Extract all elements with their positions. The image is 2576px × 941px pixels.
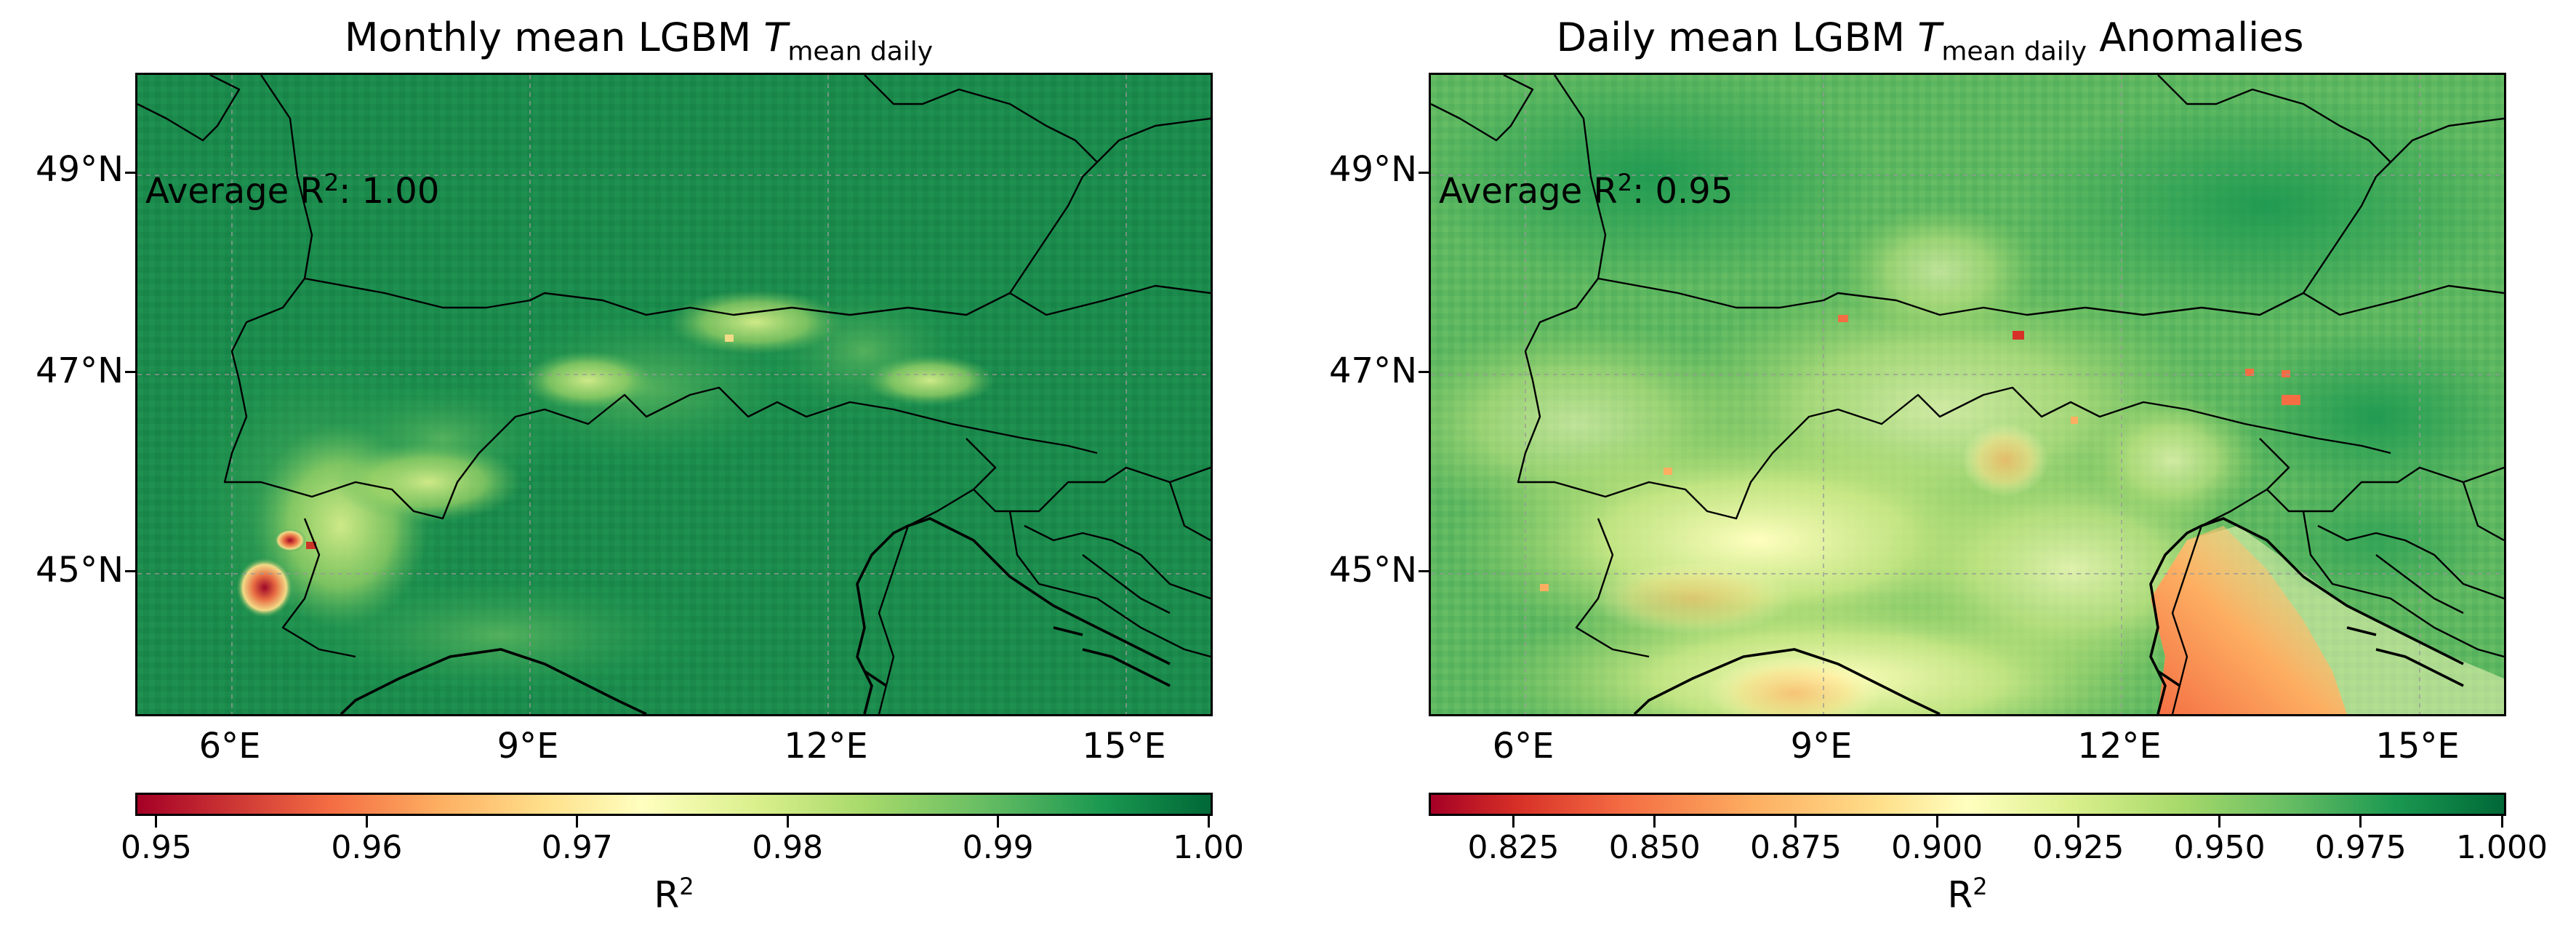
colorbar-tick-label: 0.850 xyxy=(1608,829,1701,866)
lat-tick-mark xyxy=(1419,172,1429,174)
colorbar-tick-mark xyxy=(2500,816,2503,828)
colorbar-tick-mark xyxy=(576,816,579,828)
colorbar-tick-label: 0.900 xyxy=(1891,829,1983,866)
map-area xyxy=(135,73,1213,716)
lon-tick-6: 6°E xyxy=(1492,726,1554,766)
colorbar-tick-mark xyxy=(786,816,789,828)
panel-daily-anomalies: Daily mean LGBM Tmean daily Anomalies xyxy=(1288,0,2575,941)
lat-tick-47: 47°N xyxy=(1329,351,1417,391)
panel-title: Daily mean LGBM Tmean daily Anomalies xyxy=(1556,15,2304,67)
colorbar-tick-mark xyxy=(1935,816,1938,828)
colorbar-tick-mark xyxy=(2218,816,2221,828)
colorbar-tick-mark xyxy=(1207,816,1210,828)
lat-tick-49: 49°N xyxy=(1329,149,1417,190)
lon-tick-6: 6°E xyxy=(198,726,261,766)
coastlines xyxy=(340,517,1171,714)
map-svg xyxy=(1431,75,2504,714)
colorbar-tick-label: 0.925 xyxy=(2032,829,2124,866)
colorbar xyxy=(1429,793,2506,816)
colorbar-tick-mark xyxy=(997,816,1000,828)
lon-tick-12: 12°E xyxy=(2077,726,2162,766)
lat-tick-49: 49°N xyxy=(36,149,124,190)
lon-tick-12: 12°E xyxy=(784,726,868,766)
country-borders xyxy=(137,75,1211,714)
colorbar-tick-label: 0.950 xyxy=(2173,829,2266,866)
panel-title: Monthly mean LGBM Tmean daily xyxy=(344,15,934,67)
lat-tick-mark xyxy=(125,570,135,572)
lon-tick-15: 15°E xyxy=(2375,726,2460,766)
colorbar-tick-mark xyxy=(2359,816,2362,828)
panel-monthly-mean: Monthly mean LGBM Tmean daily xyxy=(36,15,1244,916)
lat-tick-mark xyxy=(1419,371,1429,373)
colorbar-tick-label: 0.825 xyxy=(1467,829,1560,866)
colorbar-label: R2 xyxy=(654,873,694,916)
lon-tick-9: 9°E xyxy=(1790,726,1853,766)
colorbar-tick-label: 0.98 xyxy=(752,829,824,866)
colorbar-tick-label: 0.99 xyxy=(962,829,1034,866)
colorbar-tick-mark xyxy=(1653,816,1656,828)
colorbar-tick-label: 0.95 xyxy=(120,829,192,866)
lat-tick-45: 45°N xyxy=(36,550,124,590)
colorbar-tick-mark xyxy=(365,816,368,828)
lat-tick-47: 47°N xyxy=(36,351,124,391)
lon-tick-9: 9°E xyxy=(497,726,559,766)
colorbar xyxy=(135,793,1213,816)
average-r2-annotation: Average R2: 0.95 xyxy=(1439,169,1733,212)
average-r2-annotation: Average R2: 1.00 xyxy=(145,169,440,212)
country-borders xyxy=(1431,75,2504,714)
colorbar-tick-label: 1.00 xyxy=(1173,829,1244,866)
colorbar-label: R2 xyxy=(1947,873,1988,916)
lat-tick-mark xyxy=(125,172,135,174)
map-area xyxy=(1429,73,2506,716)
lon-tick-15: 15°E xyxy=(1082,726,1166,766)
colorbar-tick-mark xyxy=(1512,816,1515,828)
colorbar-tick-label: 0.875 xyxy=(1749,829,1842,866)
anomaly-field xyxy=(1431,75,2504,714)
colorbar-tick-label: 0.97 xyxy=(541,829,613,866)
lat-tick-mark xyxy=(125,371,135,373)
colorbar-tick-label: 0.96 xyxy=(331,829,403,866)
anomaly-field xyxy=(166,279,995,700)
colorbar-tick-label: 1.000 xyxy=(2456,829,2548,866)
lat-tick-45: 45°N xyxy=(1329,550,1417,590)
colorbar-tick-mark xyxy=(155,816,158,828)
map-svg xyxy=(137,75,1211,714)
colorbar-tick-mark xyxy=(1794,816,1797,828)
colorbar-tick-label: 0.975 xyxy=(2314,829,2407,866)
coastlines xyxy=(1633,517,2464,714)
lat-tick-mark xyxy=(1419,570,1429,572)
colorbar-tick-mark xyxy=(2077,816,2079,828)
